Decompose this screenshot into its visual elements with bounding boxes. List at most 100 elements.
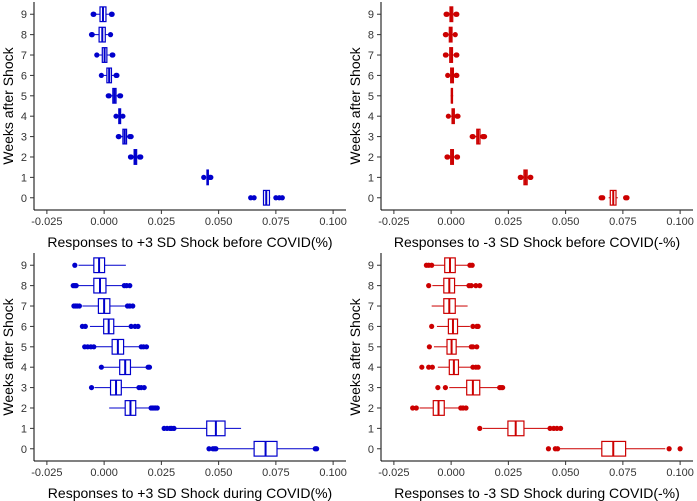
box-week-9 — [90, 6, 115, 23]
box-week-7 — [442, 47, 460, 63]
chart-bottom-left: Weeks after Shock Responses to +3 SD Sho… — [0, 253, 347, 501]
outlier-point — [666, 446, 672, 452]
box-week-1 — [201, 169, 214, 186]
outlier-point — [429, 262, 435, 268]
outlier-point — [463, 405, 469, 411]
outlier-point — [110, 52, 116, 58]
y-axis-title: Weeks after Shock — [0, 297, 16, 415]
outlier-point — [454, 52, 460, 58]
box-week-2 — [109, 400, 160, 416]
outlier-point — [410, 405, 416, 411]
outlier-point — [481, 133, 488, 140]
outlier-point — [547, 425, 553, 431]
chart-top-right: Weeks after Shock Responses to -3 SD Sho… — [347, 2, 694, 250]
outlier-point — [154, 405, 160, 411]
y-tick-label: 5 — [21, 342, 27, 354]
outlier-point — [130, 303, 136, 309]
y-tick-label: 0 — [368, 193, 374, 205]
x-tick-label: 0.075 — [609, 216, 637, 228]
y-tick-label: 1 — [21, 172, 27, 184]
outlier-point — [82, 323, 88, 330]
y-tick-label: 1 — [368, 172, 374, 184]
outlier-point — [201, 174, 207, 180]
box-week-1 — [517, 169, 534, 186]
box-week-9 — [423, 257, 475, 274]
x-tick-label: 0.100 — [319, 216, 347, 228]
outlier-point — [208, 174, 214, 180]
x-tick-label: 0.100 — [666, 216, 694, 228]
outlier-point — [116, 133, 122, 140]
box-week-7 — [431, 298, 468, 314]
outlier-point — [435, 384, 441, 391]
y-tick-label: 3 — [368, 383, 374, 395]
box-week-6 — [79, 318, 141, 335]
outlier-point — [107, 32, 114, 38]
y-axis-title: Weeks after Shock — [347, 297, 363, 415]
y-tick-label: 8 — [21, 30, 27, 42]
outlier-point — [113, 113, 119, 119]
x-tick-label: 0.075 — [262, 216, 290, 228]
box-week-5 — [426, 338, 480, 355]
y-tick-label: 1 — [21, 423, 27, 435]
box-week-0 — [206, 440, 320, 457]
outlier-point — [206, 446, 212, 452]
y-tick-label: 2 — [368, 152, 374, 164]
outlier-point — [72, 262, 78, 268]
y-tick-label: 0 — [21, 444, 27, 456]
x-axis-title: Responses to -3 SD Shock during COVID(-%… — [394, 485, 680, 501]
box-week-3 — [469, 128, 488, 145]
box-week-3 — [435, 379, 506, 396]
outlier-point — [128, 154, 134, 160]
outlier-point — [91, 344, 97, 350]
box-week-1 — [477, 420, 564, 437]
outlier-point — [455, 113, 461, 119]
x-tick-label: 0.075 — [609, 467, 637, 479]
x-tick-label: 0.025 — [148, 216, 176, 228]
box-week-7 — [94, 47, 116, 63]
outlier-point — [213, 446, 219, 452]
outlier-point — [419, 364, 425, 370]
outlier-point — [624, 195, 630, 201]
outlier-point — [279, 195, 285, 201]
box-week-6 — [445, 67, 460, 84]
outlier-point — [426, 283, 432, 289]
x-tick-label: -0.025 — [31, 216, 62, 228]
outlier-point — [128, 133, 134, 140]
y-tick-label: 4 — [21, 111, 27, 123]
box-week-2 — [410, 400, 469, 416]
outlier-point — [127, 283, 133, 289]
outlier-point — [118, 93, 124, 99]
outlier-point — [429, 323, 435, 330]
outlier-point — [677, 446, 683, 452]
x-tick-label: 0.050 — [205, 467, 233, 479]
y-tick-label: 4 — [368, 362, 374, 374]
outlier-point — [452, 32, 458, 38]
box-week-1 — [161, 420, 242, 437]
box-week-3 — [115, 128, 134, 145]
box-week-4 — [113, 108, 126, 125]
box-week-8 — [442, 26, 458, 43]
outlier-point — [500, 384, 506, 391]
x-tick-label: 0.050 — [205, 216, 233, 228]
outlier-point — [135, 323, 141, 330]
outlier-point — [470, 133, 476, 140]
outlier-point — [470, 344, 476, 350]
outlier-point — [146, 364, 153, 370]
y-tick-label: 3 — [21, 132, 27, 144]
box-week-0 — [545, 440, 683, 457]
outlier-point — [474, 344, 480, 350]
y-tick-label: 5 — [368, 91, 374, 103]
outlier-point — [94, 52, 100, 58]
y-tick-label: 8 — [21, 281, 27, 293]
y-tick-label: 7 — [21, 50, 27, 62]
outlier-point — [475, 323, 481, 330]
y-axis-title: Weeks after Shock — [0, 46, 16, 164]
outlier-point — [600, 195, 606, 201]
x-tick-label: 0.025 — [495, 467, 523, 479]
outlier-point — [106, 93, 112, 99]
y-tick-label: 7 — [21, 301, 27, 313]
x-tick-label: 0.100 — [666, 467, 694, 479]
outlier-point — [555, 446, 561, 452]
x-tick-label: 0.075 — [262, 467, 290, 479]
x-axis-title: Responses to +3 SD Shock before COVID(%) — [47, 234, 332, 250]
